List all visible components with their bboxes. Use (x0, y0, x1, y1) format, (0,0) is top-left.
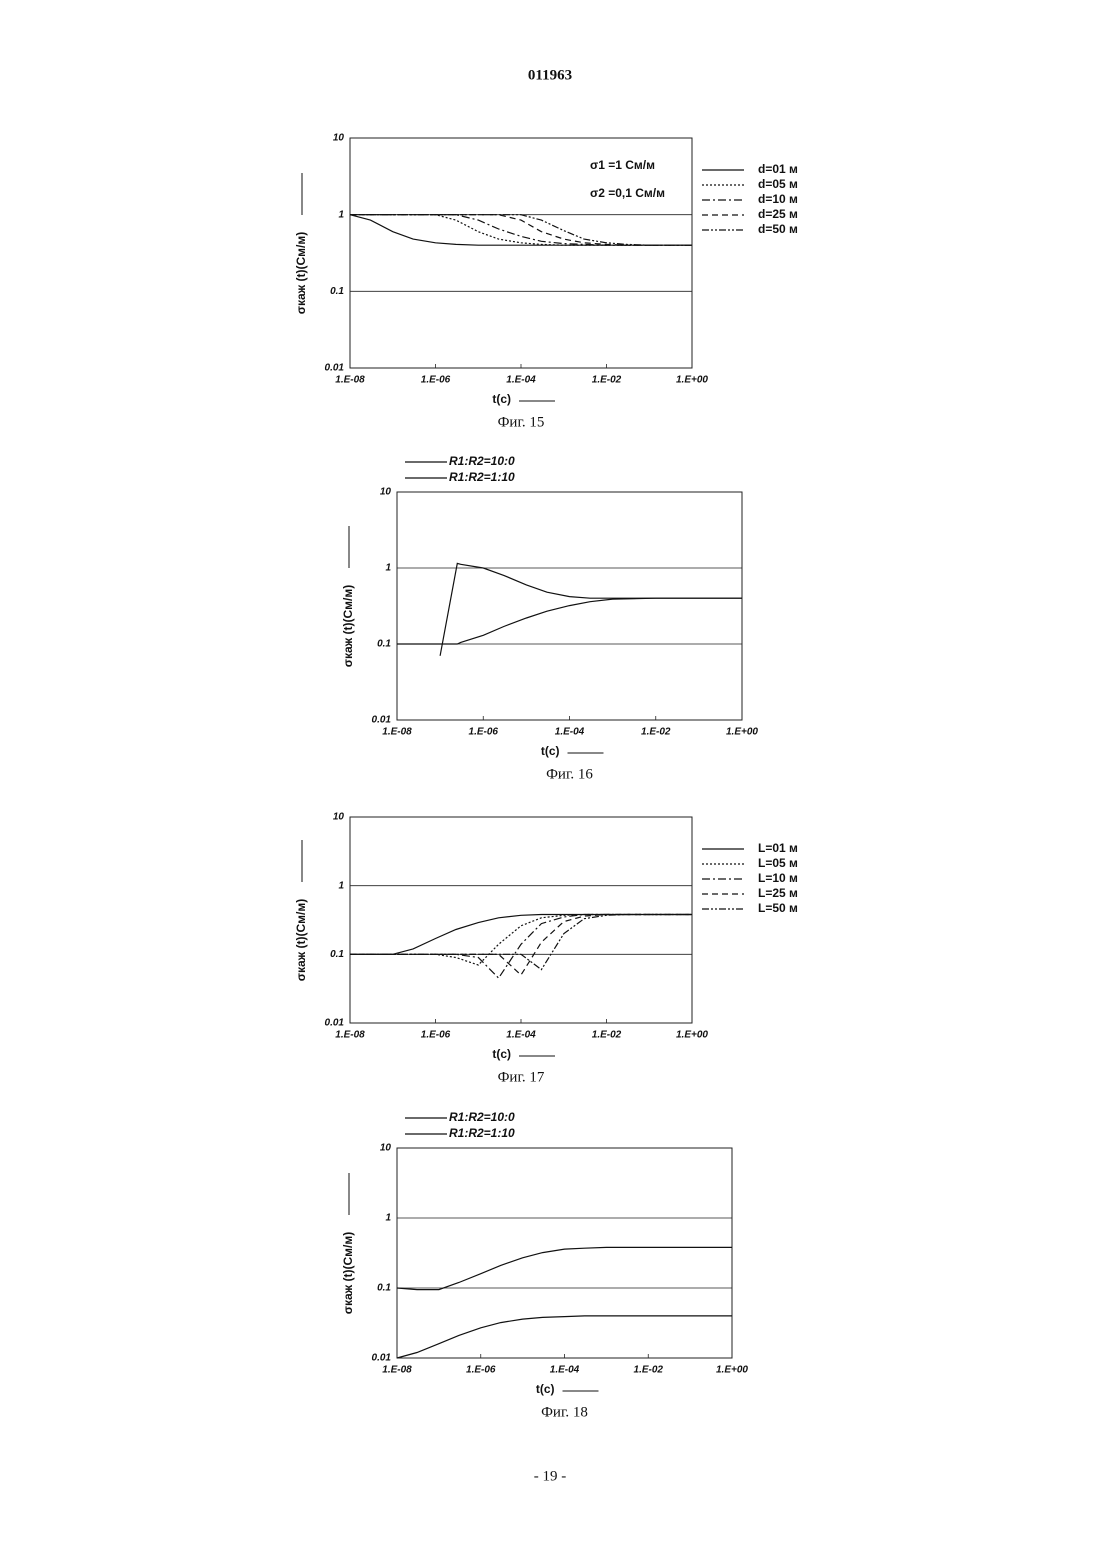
x-tick-label: 1.E-06 (466, 1365, 496, 1376)
y-tick-label: 10 (333, 133, 345, 144)
legend-label: R1:R2=1:10 (449, 470, 515, 484)
legend-label: L=01 м (758, 841, 798, 855)
x-tick-label: 1.E-04 (555, 727, 585, 738)
x-tick-label: 1.E-08 (335, 1030, 365, 1041)
x-tick-label: 1.E-06 (421, 375, 451, 386)
legend-label: R1:R2=10:0 (449, 1110, 515, 1124)
legend-label: L=10 м (758, 871, 798, 885)
y-tick-label: 0.01 (325, 363, 345, 374)
x-tick-label: 1.E-02 (592, 375, 622, 386)
x-tick-label: 1.E-02 (592, 1030, 622, 1041)
plot-frame (350, 817, 692, 1023)
legend-label: L=50 м (758, 901, 798, 915)
legend-label: d=01 м (758, 162, 798, 176)
y-tick-label: 0.1 (377, 639, 391, 650)
page: 011963 - 19 - 0.01 0.1 1 10 1.E-08 1.E-06 1.E-… (0, 0, 1100, 1556)
x-tick-label: 1.E+00 (726, 727, 758, 738)
annotation: σ1 =1 См/м (590, 158, 655, 172)
footer: - 19 - (534, 1468, 567, 1484)
plot-frame (397, 1148, 732, 1358)
figure-caption: Фиг. 18 (541, 1404, 588, 1420)
y-tick-label: 0.1 (330, 949, 344, 960)
series-line (350, 215, 692, 246)
y-axis-label: σкаж (t)(См/м) (294, 232, 308, 314)
x-tick-label: 1.E-02 (634, 1365, 664, 1376)
x-tick-label: 1.E-06 (469, 727, 499, 738)
chart: 0.01 0.1 1 10 1.E-08 1.E-06 1.E-04 1.E-02 1.E+00… (341, 454, 758, 782)
series-line (350, 915, 692, 979)
figure-caption: Фиг. 15 (498, 414, 545, 430)
y-tick-label: 1 (338, 209, 344, 220)
chart: 0.01 0.1 1 10 1.E-08 1.E-06 1.E-04 1.E-02 1.E+00… (294, 133, 798, 431)
x-tick-label: 1.E-08 (382, 1365, 412, 1376)
y-tick-label: 10 (380, 487, 392, 498)
y-tick-label: 1 (385, 563, 391, 574)
x-axis-label: t(c) (536, 1382, 555, 1396)
legend-label: d=25 м (758, 207, 798, 221)
legend-label: L=05 м (758, 856, 798, 870)
y-axis-label: σкаж (t)(См/м) (294, 899, 308, 981)
legend-label: d=05 м (758, 177, 798, 191)
x-tick-label: 1.E-06 (421, 1030, 451, 1041)
header: 011963 (528, 67, 572, 83)
y-tick-label: 1 (385, 1213, 391, 1224)
x-tick-label: 1.E-02 (641, 727, 671, 738)
chart: 0.01 0.1 1 10 1.E-08 1.E-06 1.E-04 1.E-02 1.E+00… (294, 812, 798, 1086)
series-line (397, 598, 742, 644)
y-tick-label: 0.1 (330, 286, 344, 297)
figure-caption: Фиг. 17 (498, 1069, 545, 1085)
legend-label: R1:R2=10:0 (449, 454, 515, 468)
x-tick-label: 1.E-04 (506, 375, 536, 386)
legend-label: d=50 м (758, 222, 798, 236)
y-tick-label: 0.01 (325, 1018, 345, 1029)
y-tick-label: 10 (333, 812, 345, 823)
y-tick-label: 1 (338, 880, 344, 891)
series-line (350, 915, 692, 970)
series-line (397, 1316, 732, 1358)
series-line (350, 215, 692, 246)
series-line (350, 215, 692, 246)
y-tick-label: 0.01 (372, 1353, 392, 1364)
annotation: σ2 =0,1 См/м (590, 186, 665, 200)
y-axis-label: σкаж (t)(См/м) (341, 1232, 355, 1314)
series-line (350, 915, 692, 966)
x-tick-label: 1.E-04 (550, 1365, 580, 1376)
y-axis-label: σкаж (t)(См/м) (341, 585, 355, 667)
x-tick-label: 1.E-04 (506, 1030, 536, 1041)
series-line (350, 215, 692, 246)
series-line (350, 915, 692, 955)
legend-label: R1:R2=1:10 (449, 1126, 515, 1140)
legend-label: L=25 м (758, 886, 798, 900)
series-line (350, 215, 692, 246)
x-tick-label: 1.E-08 (335, 375, 365, 386)
plot-frame (350, 138, 692, 368)
x-axis-label: t(c) (541, 744, 560, 758)
y-tick-label: 0.1 (377, 1283, 391, 1294)
x-axis-label: t(c) (492, 1047, 511, 1061)
x-tick-label: 1.E+00 (676, 1030, 708, 1041)
x-tick-label: 1.E+00 (716, 1365, 748, 1376)
series-line (440, 563, 742, 655)
figure-caption: Фиг. 16 (546, 766, 593, 782)
legend-label: d=10 м (758, 192, 798, 206)
x-axis-label: t(c) (492, 392, 511, 406)
y-tick-label: 0.01 (372, 715, 392, 726)
x-tick-label: 1.E+00 (676, 375, 708, 386)
x-tick-label: 1.E-08 (382, 727, 412, 738)
series-line (397, 1247, 732, 1289)
chart: 0.01 0.1 1 10 1.E-08 1.E-06 1.E-04 1.E-02 1.E+00… (341, 1110, 748, 1420)
y-tick-label: 10 (380, 1143, 392, 1154)
